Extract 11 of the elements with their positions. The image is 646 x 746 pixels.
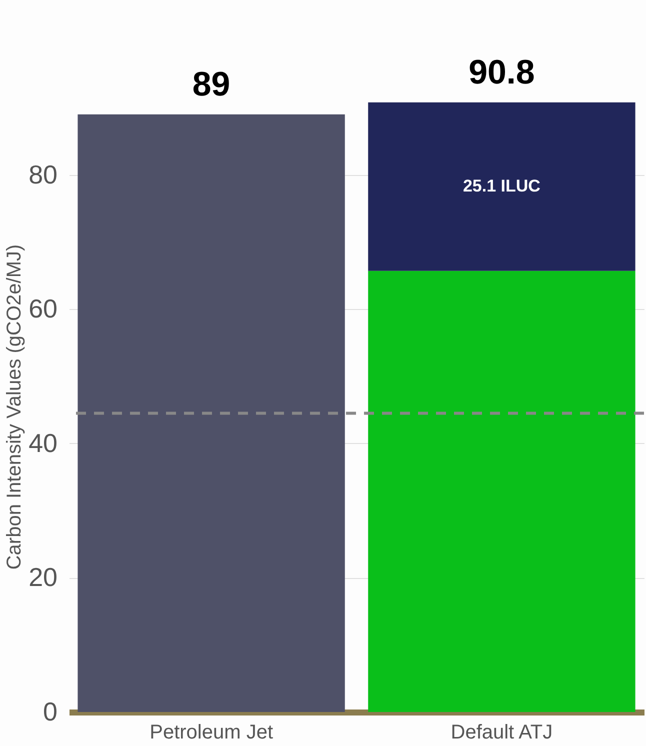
y-tick-label: 20 xyxy=(28,562,58,592)
total-label: 90.8 xyxy=(468,53,535,92)
x-tick-label: Default ATJ xyxy=(450,722,553,744)
y-tick-label: 80 xyxy=(28,159,58,190)
total-label: 89 xyxy=(192,65,230,104)
data-label: 25.1 ILUC xyxy=(462,176,540,196)
y-tick-label: 40 xyxy=(28,428,58,458)
x-tick-label: Petroleum Jet xyxy=(150,722,274,744)
y-axis-title: Carbon Intensity Values (gCO2e/MJ) xyxy=(4,244,26,570)
y-tick-label: 60 xyxy=(28,294,58,324)
y-tick-label: 0 xyxy=(43,696,58,726)
